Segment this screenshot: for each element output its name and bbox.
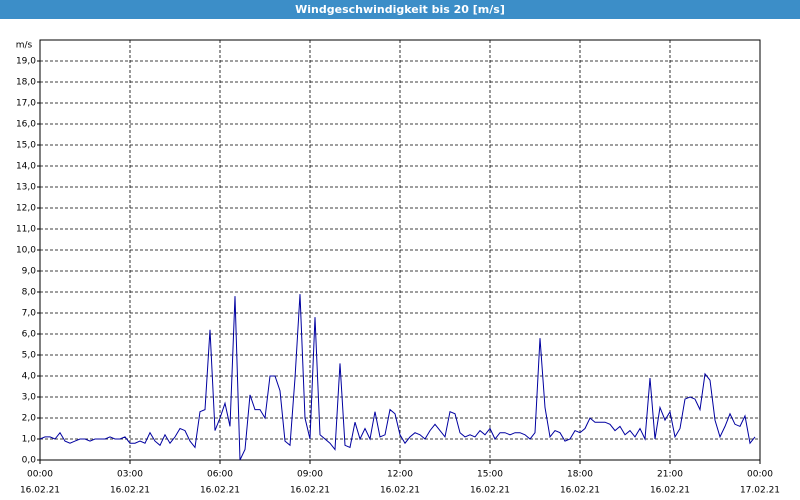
y-tick-label: 12,0 (16, 204, 36, 214)
y-axis-label: m/s (16, 41, 33, 51)
y-tick-label: 1,0 (22, 435, 37, 445)
x-tick-label: 21:00 (657, 470, 683, 480)
y-tick-label: 14,0 (16, 162, 36, 172)
y-tick-label: 7,0 (22, 309, 37, 319)
y-tick-label: 17,0 (16, 99, 36, 109)
x-tick-date: 16.02.21 (470, 486, 510, 496)
y-tick-label: 6,0 (22, 330, 37, 340)
x-tick-date: 16.02.21 (20, 486, 60, 496)
y-tick-label: 8,0 (22, 288, 37, 298)
y-tick-label: 16,0 (16, 120, 36, 130)
y-tick-label: 11,0 (16, 225, 36, 235)
x-tick-date: 16.02.21 (200, 486, 240, 496)
y-tick-label: 19,0 (16, 57, 36, 67)
x-tick-label: 15:00 (477, 470, 503, 480)
x-tick-label: 00:00 (747, 470, 773, 480)
y-tick-label: 4,0 (22, 372, 37, 382)
y-tick-label: 3,0 (22, 393, 37, 403)
y-tick-label: 0,0 (22, 456, 37, 466)
x-tick-label: 03:00 (117, 470, 143, 480)
data-line (39, 294, 756, 461)
title-bar (0, 0, 800, 19)
y-tick-label: 5,0 (22, 351, 37, 361)
x-tick-date: 16.02.21 (560, 486, 600, 496)
x-tick-date: 16.02.21 (110, 486, 150, 496)
x-tick-label: 12:00 (387, 470, 413, 480)
x-tick-label: 18:00 (567, 470, 593, 480)
x-tick-date: 16.02.21 (380, 486, 420, 496)
x-tick-label: 06:00 (207, 470, 233, 480)
y-tick-label: 15,0 (16, 141, 36, 151)
y-tick-label: 13,0 (16, 183, 36, 193)
y-tick-label: 10,0 (16, 246, 36, 256)
y-tick-label: 2,0 (22, 414, 37, 424)
x-tick-date: 17.02.21 (740, 486, 780, 496)
x-tick-label: 00:00 (27, 470, 53, 480)
x-tick-label: 09:00 (297, 470, 323, 480)
x-tick-date: 16.02.21 (290, 486, 330, 496)
chart-title: Windgeschwindigkeit bis 20 [m/s] (295, 3, 505, 16)
y-tick-label: 18,0 (16, 78, 36, 88)
x-tick-date: 16.02.21 (650, 486, 690, 496)
y-tick-label: 9,0 (22, 267, 37, 277)
